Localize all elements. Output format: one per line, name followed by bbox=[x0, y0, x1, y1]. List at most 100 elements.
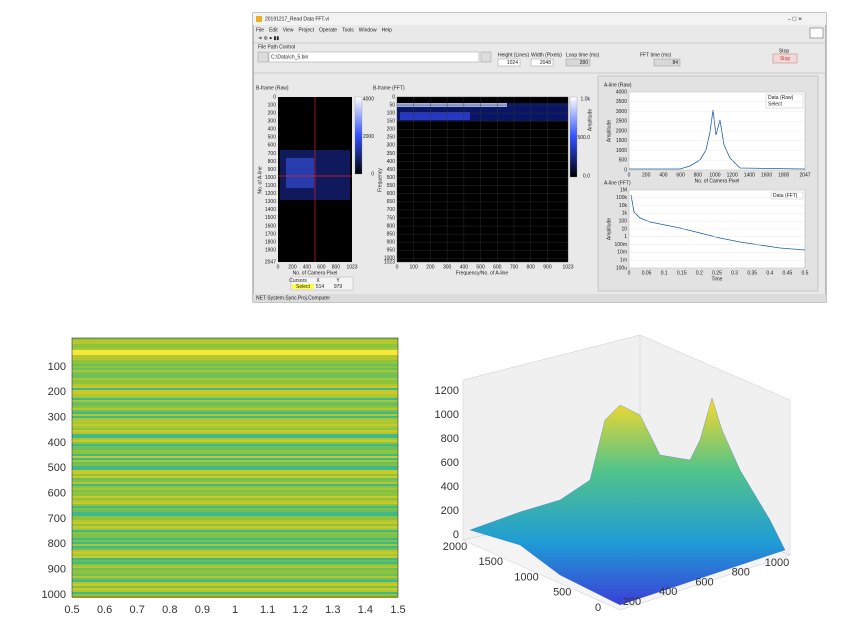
image-stripe bbox=[72, 484, 398, 486]
x-tick-label: 100 bbox=[410, 264, 419, 270]
y-tick-label: 1600 bbox=[265, 223, 276, 229]
image-stripe bbox=[72, 560, 398, 562]
x-tick-label: 0.1 bbox=[661, 270, 668, 276]
y-tick-label: 1 bbox=[624, 234, 627, 240]
image-stripe bbox=[72, 564, 398, 566]
image-stripe bbox=[72, 396, 398, 398]
image-stripe bbox=[72, 402, 398, 404]
image-stripe bbox=[72, 346, 398, 348]
menu-item[interactable]: Operate bbox=[319, 27, 337, 33]
window-title: 20191217_Read Data FFT.vi bbox=[265, 16, 329, 22]
image-stripe bbox=[72, 562, 398, 564]
colorbar-label: 1.0k bbox=[581, 96, 591, 102]
x-tick-label: 1.1 bbox=[260, 604, 275, 616]
y-tick-label: 1300 bbox=[265, 199, 276, 205]
width-value: 2048 bbox=[540, 60, 551, 66]
status-bar bbox=[253, 294, 826, 302]
window-buttons[interactable]: – ☐ ✕ bbox=[788, 16, 802, 22]
image-stripe bbox=[72, 472, 398, 474]
x-tick-label: 300 bbox=[443, 264, 452, 270]
browse-button[interactable] bbox=[480, 51, 492, 63]
y-tick-label: 700 bbox=[387, 207, 396, 213]
x-axis-label: Time bbox=[712, 276, 723, 282]
menu-item[interactable]: Window bbox=[359, 27, 377, 33]
y-tick-label: 1M bbox=[620, 187, 627, 193]
menu-item[interactable]: Project bbox=[298, 27, 314, 33]
image-stripe bbox=[72, 574, 398, 576]
image-stripe bbox=[72, 426, 398, 428]
image-stripe bbox=[72, 340, 398, 342]
image-stripe bbox=[72, 400, 398, 402]
image-stripe bbox=[72, 372, 398, 374]
image-stripe bbox=[72, 500, 398, 502]
y-tick-label: 900 bbox=[387, 239, 396, 245]
menu-item[interactable]: Help bbox=[382, 27, 393, 33]
x-tick-label: 400 bbox=[460, 264, 469, 270]
image-stripe bbox=[72, 350, 398, 355]
image-stripe bbox=[72, 404, 398, 406]
image-stripe bbox=[72, 412, 398, 414]
image-stripe bbox=[72, 444, 398, 446]
file-path-box[interactable] bbox=[268, 51, 480, 63]
y-tick-label: 400 bbox=[387, 159, 396, 165]
image-axes bbox=[71, 337, 399, 598]
legend-label: Select bbox=[768, 101, 783, 107]
image-stripe bbox=[72, 450, 398, 452]
menu-item[interactable]: View bbox=[283, 27, 294, 33]
menu-item[interactable]: Tools bbox=[342, 27, 354, 33]
image-stripe bbox=[72, 518, 398, 520]
stop-button[interactable] bbox=[772, 53, 798, 64]
x-tick-label: 200 bbox=[288, 264, 297, 270]
x-tick-label: 2047 bbox=[799, 172, 810, 178]
fft-box bbox=[653, 58, 681, 67]
image-stripe bbox=[72, 530, 398, 532]
image-stripe bbox=[72, 348, 398, 350]
x-tick-label: 1023 bbox=[562, 264, 573, 270]
y-tick-label: 1200 bbox=[265, 191, 276, 197]
image-stripe bbox=[72, 460, 398, 462]
image-stripe bbox=[72, 590, 398, 592]
menu-item[interactable]: File bbox=[256, 27, 264, 33]
z-tick-label: 1200 bbox=[435, 385, 459, 397]
cursor-select-cell[interactable] bbox=[292, 284, 314, 289]
y-tick-label: 100 bbox=[268, 102, 277, 108]
x-tick-label: 0.15 bbox=[677, 270, 687, 276]
x-tick-label: 1600 bbox=[761, 172, 772, 178]
image-stripe bbox=[72, 464, 398, 466]
x-tick-label: 0.25 bbox=[712, 270, 722, 276]
x-tick-label: 0 bbox=[628, 172, 631, 178]
stop-button-text: Stop bbox=[780, 56, 791, 62]
image-stripe bbox=[72, 378, 398, 380]
legend-label: Data (FFT) bbox=[773, 193, 798, 199]
y-tick-label: 850 bbox=[387, 231, 396, 237]
image-stripe bbox=[72, 510, 398, 512]
plot-title: A-line (FFT) bbox=[604, 180, 631, 186]
y-tick-label: 700 bbox=[268, 151, 277, 157]
browse-icon[interactable] bbox=[257, 51, 269, 63]
x-tick-label: 200 bbox=[642, 172, 651, 178]
image-stripe bbox=[72, 504, 398, 506]
surface bbox=[469, 397, 786, 606]
image-stripe bbox=[72, 386, 398, 388]
image-stripe bbox=[72, 452, 398, 454]
image-stripe bbox=[72, 454, 398, 456]
image-stripe bbox=[72, 366, 398, 368]
image-stripe bbox=[72, 456, 398, 458]
plot-title: B-frame (FFT) bbox=[373, 85, 405, 91]
menu-item[interactable]: Edit bbox=[269, 27, 278, 33]
y-tick-label: 10k bbox=[619, 203, 628, 209]
image-stripe bbox=[72, 458, 398, 460]
image-stripe bbox=[72, 442, 398, 444]
x-tick-label: 400 bbox=[659, 172, 668, 178]
width-box[interactable] bbox=[530, 58, 554, 67]
toolbar[interactable]: ➜ ⊛ ● ▮▮ bbox=[258, 35, 279, 41]
image-stripe bbox=[72, 514, 398, 516]
a-line-raw-trace bbox=[629, 109, 806, 170]
fft-label: FFT time (ms) bbox=[640, 52, 672, 58]
x-tick-label: 600 bbox=[493, 264, 502, 270]
y-tick-label: 600 bbox=[48, 488, 66, 500]
image-stripe bbox=[72, 502, 398, 504]
image-stripe bbox=[72, 480, 398, 482]
height-box[interactable] bbox=[497, 58, 521, 67]
